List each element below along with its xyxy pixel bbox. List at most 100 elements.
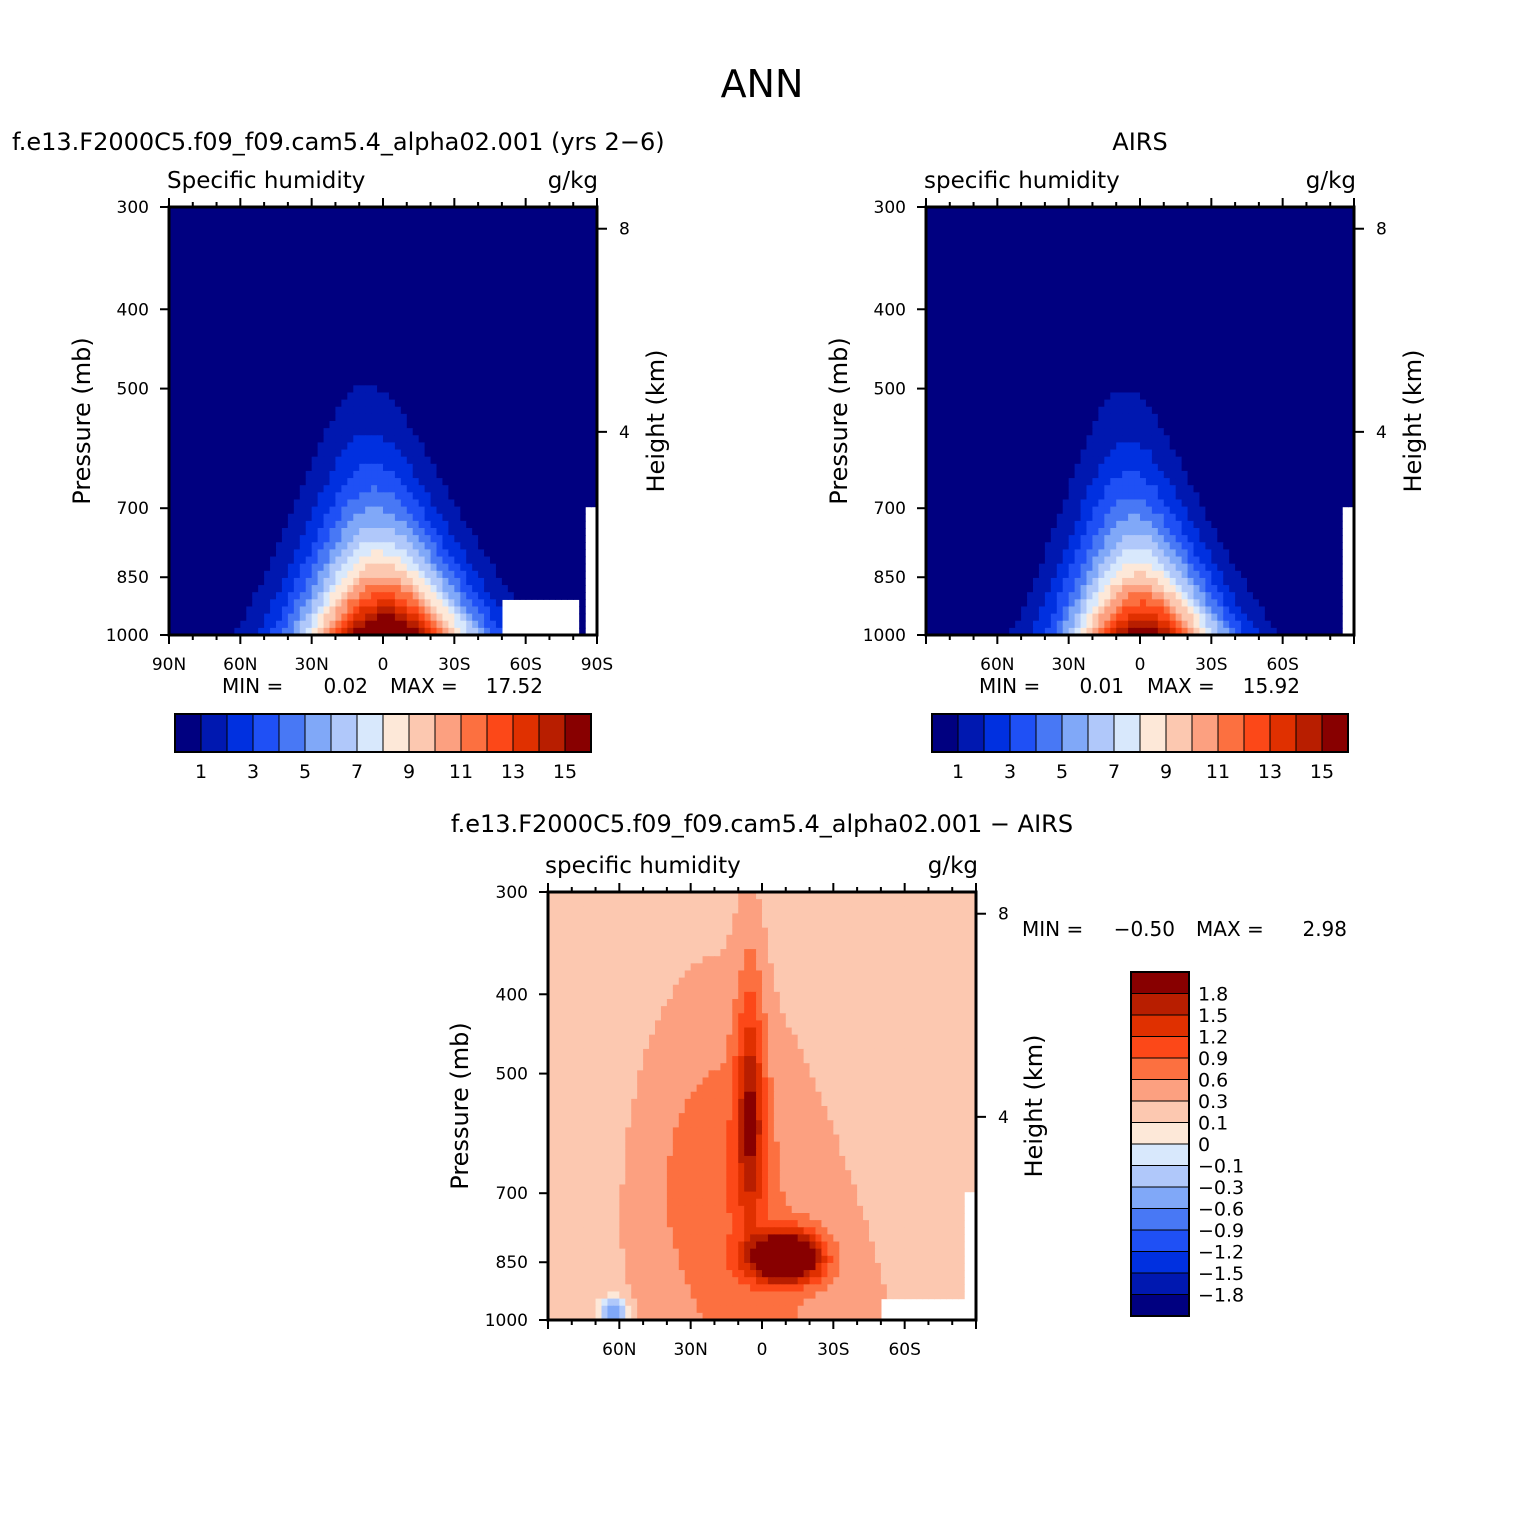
contour-cell <box>359 428 366 436</box>
contour-cell <box>454 378 461 386</box>
contour-cell <box>472 406 479 415</box>
contour-cell <box>454 499 461 508</box>
contour-cell <box>388 207 396 215</box>
contour-cell <box>228 421 235 429</box>
contour-cell <box>394 570 402 579</box>
contour-cell <box>454 535 461 543</box>
contour-cell <box>377 406 384 415</box>
contour-cell <box>317 478 325 486</box>
contour-cell <box>335 299 342 308</box>
contour-cell <box>234 563 241 572</box>
contour-cell <box>270 349 277 358</box>
y-axis-label: Pressure (mb) <box>68 337 96 504</box>
contour-cell <box>169 235 176 244</box>
contour-cell <box>513 413 521 422</box>
contour-cell <box>555 228 562 237</box>
contour-cell <box>1110 221 1117 229</box>
contour-cell <box>525 428 533 436</box>
contour-cell <box>317 627 325 635</box>
contour-cell <box>501 463 509 472</box>
contour-cell <box>430 242 438 251</box>
contour-cell <box>210 321 218 329</box>
contour-cell <box>276 413 283 422</box>
contour-cell <box>454 449 461 458</box>
contour-cell <box>430 506 438 515</box>
contour-cell <box>311 620 319 629</box>
contour-cell <box>513 435 521 443</box>
contour-cell <box>240 520 247 529</box>
contour-cell <box>585 385 592 394</box>
contour-cell <box>1288 264 1296 272</box>
contour-cell <box>472 463 479 472</box>
contour-cell <box>169 264 176 272</box>
contour-cell <box>448 399 455 408</box>
contour-cell <box>329 228 337 237</box>
contour-cell <box>591 228 597 237</box>
contour-cell <box>192 613 200 622</box>
contour-cell <box>537 228 545 237</box>
contour-cell <box>383 249 390 258</box>
contour-cell <box>192 349 200 358</box>
contour-cell <box>174 399 182 408</box>
contour-cell <box>335 413 342 422</box>
contour-cell <box>270 421 277 429</box>
contour-cell <box>1252 228 1260 237</box>
contour-cell <box>281 207 289 215</box>
contour-cell <box>222 271 230 279</box>
contour-cell <box>454 285 461 294</box>
contour-cell <box>365 349 372 358</box>
contour-cell <box>1092 242 1099 251</box>
contour-cell <box>567 556 574 565</box>
contour-cell <box>531 306 539 315</box>
contour-cell <box>317 392 325 401</box>
contour-cell <box>341 221 348 229</box>
contour-cell <box>341 335 348 344</box>
contour-cell <box>341 513 348 522</box>
contour-cell <box>270 570 277 579</box>
contour-cell <box>579 264 586 272</box>
contour-cell <box>484 413 491 422</box>
contour-cell <box>1247 242 1254 251</box>
contour-cell <box>347 592 354 600</box>
contour-cell <box>436 549 444 558</box>
contour-cell <box>311 627 319 635</box>
contour-cell <box>377 513 384 522</box>
contour-cell <box>436 207 444 215</box>
contour-cell <box>484 428 491 436</box>
contour-cell <box>495 556 503 565</box>
contour-cell <box>567 349 574 358</box>
contour-cell <box>371 428 378 436</box>
contour-cell <box>264 335 271 344</box>
contour-cell <box>513 314 521 322</box>
contour-cell <box>979 242 987 251</box>
contour-cell <box>478 356 485 365</box>
contour-cell <box>192 342 200 351</box>
contour-cell <box>293 363 301 372</box>
contour-cell <box>341 442 348 451</box>
contour-cell <box>323 356 331 365</box>
contour-cell <box>276 264 283 272</box>
contour-cell <box>252 207 259 215</box>
contour-cell <box>270 470 277 479</box>
contour-cell <box>1163 256 1171 265</box>
contour-cell <box>1223 207 1230 215</box>
contour-cell <box>323 577 331 586</box>
contour-cell <box>180 249 188 258</box>
contour-cell <box>1211 228 1218 237</box>
contour-cell <box>252 328 259 336</box>
contour-cell <box>454 463 461 472</box>
colorbar-label: 13 <box>501 761 525 783</box>
x-tick-label: 0 <box>378 655 389 675</box>
contour-cell <box>424 349 432 358</box>
contour-cell <box>240 214 247 222</box>
contour-cell <box>573 463 580 472</box>
contour-cell <box>335 371 342 379</box>
contour-cell <box>549 328 556 336</box>
contour-cell <box>246 413 253 422</box>
contour-cell <box>567 242 574 251</box>
contour-cell <box>448 299 455 308</box>
contour-cell <box>1270 221 1278 229</box>
contour-cell <box>210 449 218 458</box>
contour-cell <box>299 214 307 222</box>
contour-cell <box>501 221 509 229</box>
